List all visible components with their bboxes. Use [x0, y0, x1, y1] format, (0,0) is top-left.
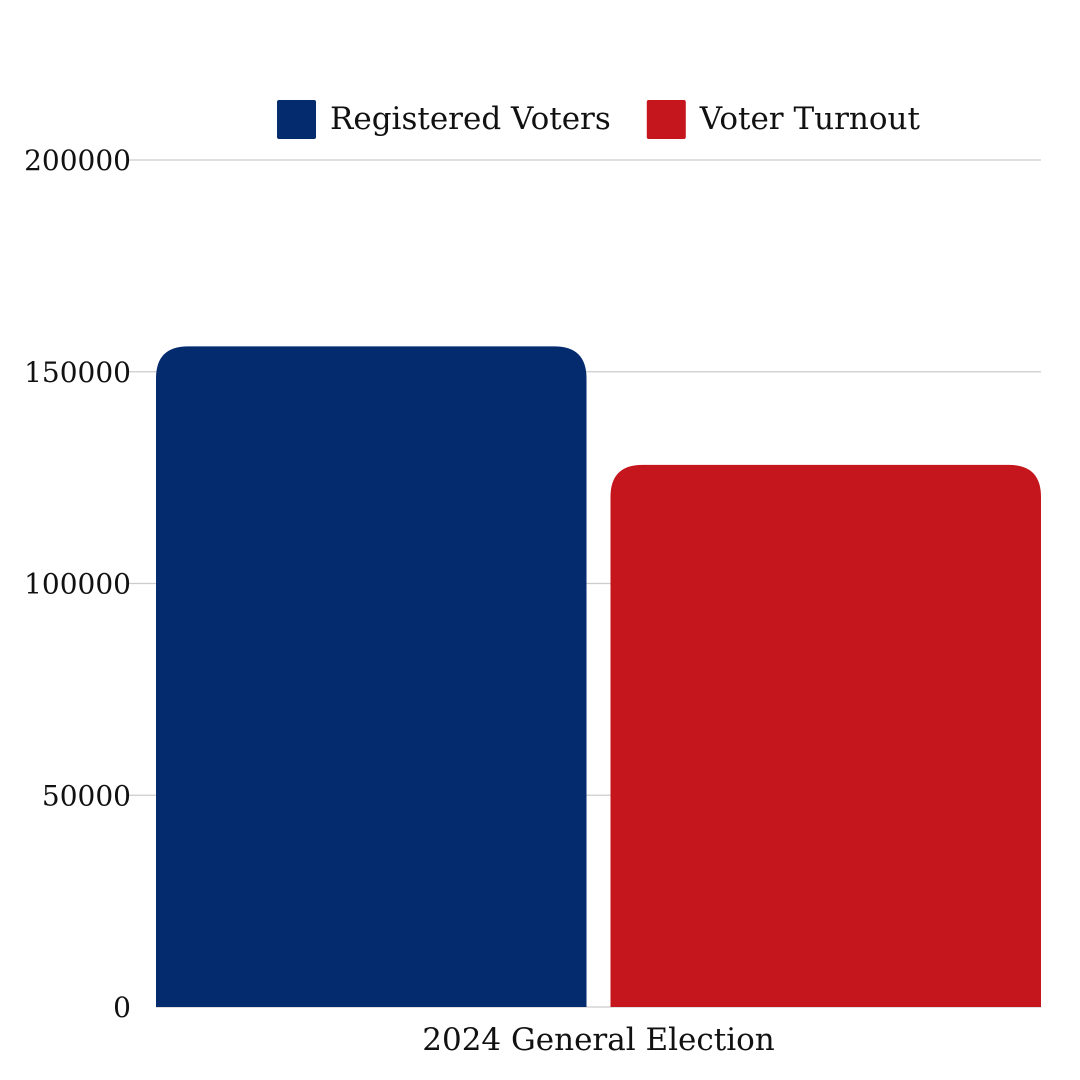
legend-label: Voter Turnout: [699, 101, 921, 137]
y-tick-label: 200000: [24, 144, 131, 177]
y-tick-label: 150000: [24, 356, 131, 389]
bar-registered-voters[interactable]: [156, 346, 587, 1008]
bars: [156, 346, 1042, 1008]
y-tick-label: 100000: [24, 568, 131, 601]
x-axis: 2024 General Election: [422, 1022, 775, 1058]
bar-voter-turnout[interactable]: [610, 464, 1042, 1007]
legend-swatch: [277, 100, 317, 139]
legend[interactable]: Registered Voters Voter Turnout: [277, 100, 921, 139]
y-tick-label: 0: [113, 991, 131, 1024]
legend-swatch: [646, 100, 686, 139]
legend-item-registered-voters[interactable]: Registered Voters: [277, 100, 611, 139]
legend-label: Registered Voters: [330, 101, 611, 137]
x-category-label: 2024 General Election: [422, 1022, 775, 1058]
y-tick-label: 50000: [42, 779, 131, 812]
legend-item-voter-turnout[interactable]: Voter Turnout: [646, 100, 921, 139]
y-axis: 0 50000 100000 150000 200000: [24, 144, 131, 1024]
